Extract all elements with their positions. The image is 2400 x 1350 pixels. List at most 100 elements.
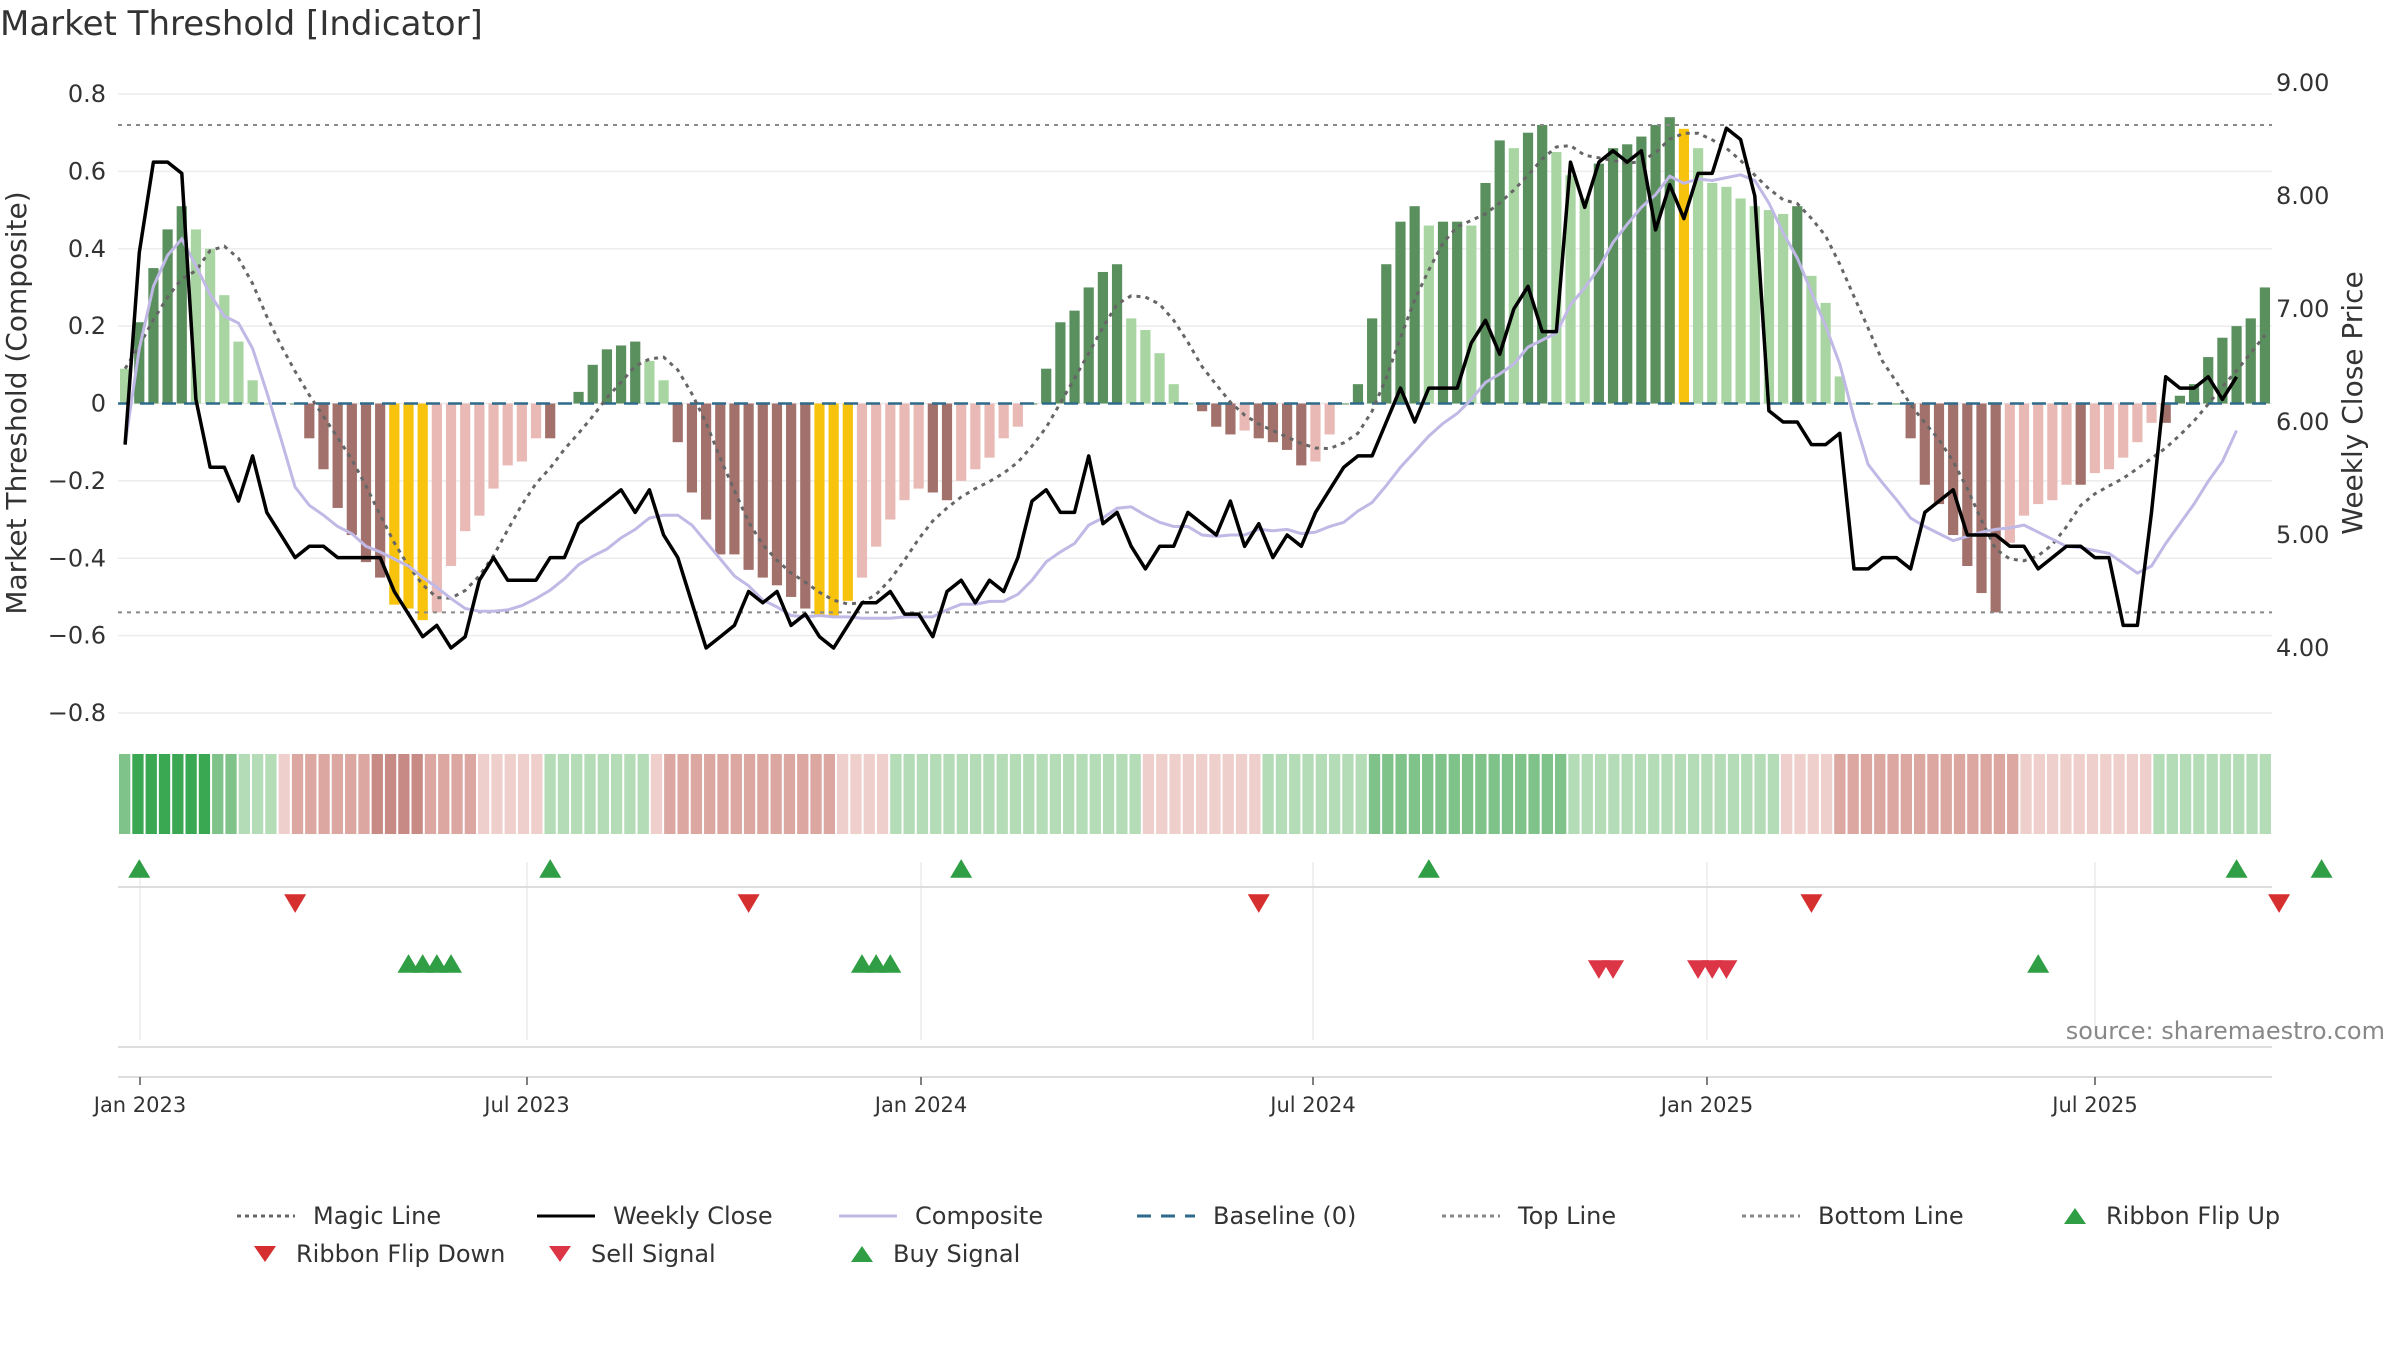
threshold-bar — [502, 403, 513, 466]
threshold-bar — [828, 403, 839, 617]
ribbon-cell — [358, 754, 370, 834]
threshold-bar — [162, 229, 173, 404]
threshold-bar — [134, 322, 145, 404]
ribbon-cell — [1116, 754, 1128, 834]
threshold-bar — [1976, 403, 1987, 594]
ribbon-cell — [119, 754, 131, 834]
ribbon-cell — [823, 754, 835, 834]
threshold-bar — [1055, 322, 1066, 404]
legend-item: Composite — [837, 1202, 1043, 1230]
ribbon-flip-down-marker — [1247, 894, 1270, 913]
threshold-bar — [233, 341, 244, 404]
ribbon-flip-down-marker — [284, 894, 307, 913]
ribbon-cell — [2046, 754, 2059, 834]
ribbon-cell — [2246, 754, 2258, 834]
buy-signal-marker — [411, 954, 434, 973]
threshold-bar — [516, 403, 527, 462]
threshold-bar — [1409, 206, 1420, 404]
threshold-bar — [644, 360, 655, 404]
legend-marker-down-icon — [254, 1246, 276, 1262]
ribbon-cell — [544, 754, 556, 834]
threshold-bar — [1296, 403, 1307, 466]
ribbon-cell — [983, 754, 995, 834]
ribbon-cell — [1927, 754, 1939, 834]
ribbon-cell — [172, 754, 184, 834]
legend-marker-up-icon — [2064, 1208, 2086, 1224]
threshold-bar — [1933, 403, 1945, 505]
threshold-bar — [1367, 318, 1378, 404]
ribbon-cell — [251, 754, 264, 834]
ribbon-cell — [1408, 754, 1421, 834]
threshold-bar — [2231, 326, 2242, 404]
ribbon-cell — [1967, 754, 1979, 834]
ribbon-cell — [2193, 754, 2205, 834]
threshold-bar — [1537, 124, 1548, 404]
threshold-bar — [1948, 403, 1959, 536]
ribbon-cell — [2233, 754, 2245, 834]
ribbon-cell — [1781, 754, 1793, 834]
ribbon-cell — [265, 754, 277, 834]
threshold-bar — [1452, 221, 1463, 404]
threshold-bar — [1721, 186, 1732, 404]
threshold-bar — [771, 403, 783, 586]
ribbon-cell — [2179, 754, 2192, 834]
threshold-bar — [1168, 384, 1179, 404]
ribbon-cell — [198, 754, 211, 834]
threshold-bar — [2047, 403, 2058, 501]
ribbon-cell — [212, 754, 224, 834]
threshold-bar — [1508, 148, 1519, 404]
ribbon-cell — [903, 754, 915, 834]
ribbon-cell — [1302, 754, 1314, 834]
legend-item: Weekly Close — [535, 1202, 773, 1230]
ribbon-cell — [451, 754, 463, 834]
legend-label: Sell Signal — [591, 1240, 716, 1268]
x-tick-label: Jan 2025 — [1659, 1093, 1754, 1117]
threshold-bar — [2146, 403, 2157, 423]
threshold-bar — [417, 403, 428, 621]
legend-line-icon — [839, 1214, 897, 1218]
threshold-bar — [970, 403, 981, 470]
ribbon-cell — [1555, 754, 1567, 834]
threshold-bar — [1310, 403, 1321, 462]
threshold-bar — [587, 364, 598, 404]
ribbon-cell — [1887, 754, 1899, 834]
ribbon-cell — [1102, 754, 1115, 834]
ribbon-cell — [1461, 754, 1474, 834]
threshold-bar — [2188, 384, 2200, 404]
ribbon-cell — [1581, 754, 1593, 834]
ribbon-cell — [1063, 754, 1075, 834]
threshold-bar — [474, 403, 485, 516]
threshold-bar — [1338, 403, 1349, 405]
threshold-bar — [1267, 403, 1279, 443]
y-left-tick-label: −0.4 — [48, 544, 106, 572]
ribbon-cell — [1727, 754, 1740, 834]
ribbon-cell — [225, 754, 237, 834]
legend-label: Baseline (0) — [1213, 1202, 1357, 1230]
threshold-bars — [119, 117, 2271, 621]
threshold-bar — [1111, 264, 1123, 404]
ribbon-cell — [1262, 754, 1274, 834]
threshold-bar — [1749, 206, 1760, 404]
threshold-bar — [1834, 376, 1845, 404]
ribbon-cell — [1275, 754, 1288, 834]
ribbon-cell — [1076, 754, 1088, 834]
threshold-bar — [1253, 403, 1264, 439]
ribbon-cell — [278, 754, 290, 834]
ribbon-cell — [238, 754, 250, 834]
threshold-bar — [1211, 403, 1222, 427]
legend-item: Top Line — [1440, 1202, 1616, 1230]
ribbon-cell — [730, 754, 742, 834]
y-right-tick-label: 7.00 — [2276, 295, 2329, 323]
ribbon-cell — [2007, 754, 2019, 834]
legend-line-icon — [1137, 1214, 1195, 1218]
ribbon-cell — [1182, 754, 1194, 834]
ribbon-cell — [1009, 754, 1022, 834]
ribbon-cell — [677, 754, 689, 834]
threshold-bar — [998, 403, 1009, 439]
threshold-bar — [1154, 353, 1165, 404]
threshold-bar — [1962, 403, 1973, 566]
buy-signal-marker — [865, 954, 888, 973]
ribbon-cell — [943, 754, 955, 834]
ribbon-cell — [1701, 754, 1713, 834]
